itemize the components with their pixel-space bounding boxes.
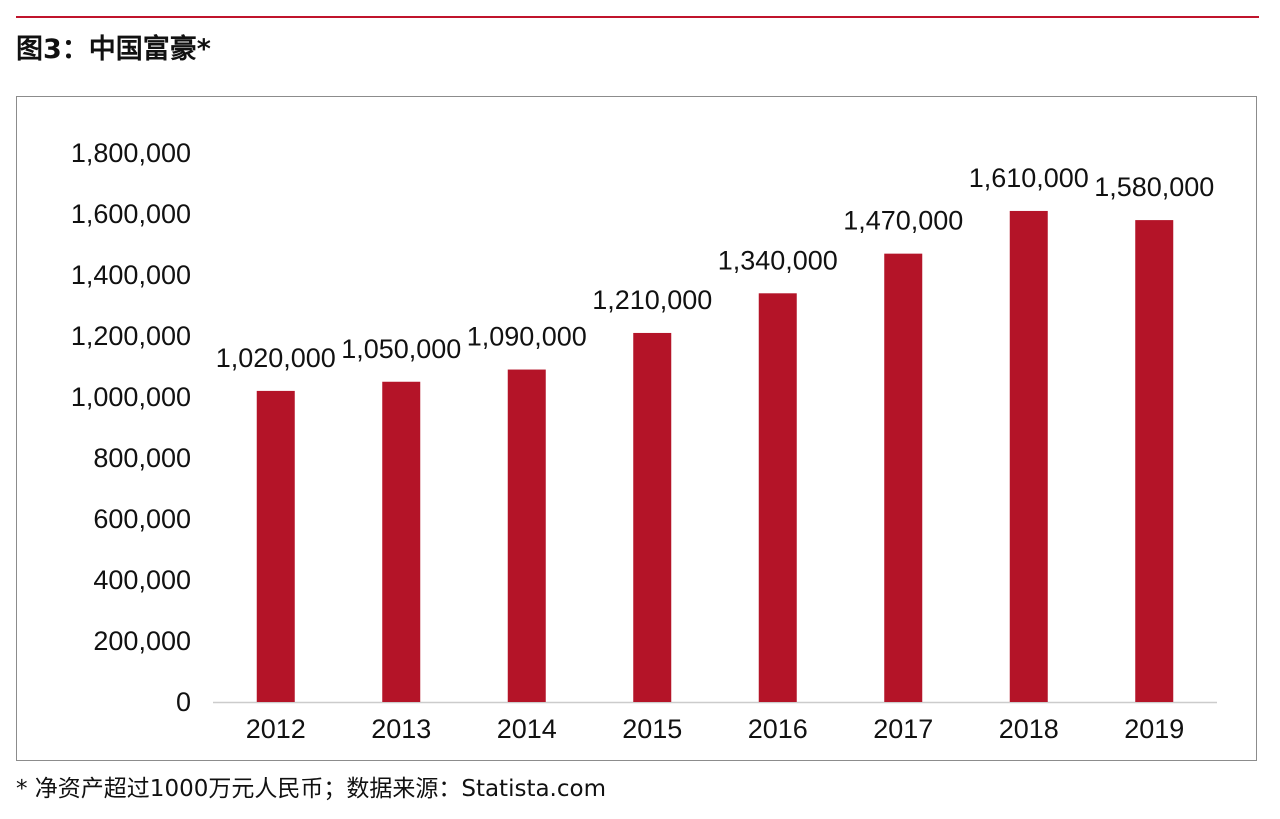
- bar: [1009, 210, 1048, 702]
- y-tick-label: 1,400,000: [71, 260, 191, 290]
- x-tick-label: 2018: [999, 714, 1059, 744]
- top-divider: [16, 16, 1259, 18]
- x-tick-label: 2015: [622, 714, 682, 744]
- bars: [256, 210, 1174, 702]
- bar-chart: 0 200,000 400,000 600,000 800,000 1,000,000 1,…: [71, 138, 1217, 744]
- y-tick-label: 200,000: [93, 626, 191, 656]
- y-tick-label: 1,200,000: [71, 321, 191, 351]
- figure-title: 图3：中国富豪*: [16, 34, 211, 65]
- bar: [382, 381, 421, 702]
- x-tick-label: 2017: [873, 714, 933, 744]
- x-axis-ticks: 2012 2013 2014 2015 2016 2017 2018 2019: [246, 714, 1185, 744]
- bar: [633, 332, 672, 702]
- y-tick-label: 1,000,000: [71, 382, 191, 412]
- chart-frame: 0 200,000 400,000 600,000 800,000 1,000,000 1,…: [16, 96, 1257, 761]
- data-label: 1,580,000: [1094, 172, 1214, 202]
- bar: [1135, 220, 1174, 702]
- x-tick-label: 2014: [497, 714, 557, 744]
- y-axis-ticks: 0 200,000 400,000 600,000 800,000 1,000,000 1,…: [71, 138, 191, 717]
- x-tick-label: 2019: [1124, 714, 1184, 744]
- bar: [256, 390, 295, 702]
- data-label: 1,610,000: [969, 163, 1089, 193]
- bar: [758, 293, 797, 702]
- x-tick-label: 2013: [371, 714, 431, 744]
- x-tick-label: 2016: [748, 714, 808, 744]
- data-label: 1,470,000: [843, 206, 963, 236]
- y-tick-label: 1,800,000: [71, 138, 191, 168]
- data-label: 1,340,000: [718, 245, 838, 275]
- data-labels: 1,020,000 1,050,000 1,090,0001,210,0001,34…: [216, 163, 1215, 373]
- footnote: * 净资产超过1000万元人民币；数据来源：Statista.com: [16, 776, 606, 802]
- y-tick-label: 1,600,000: [71, 199, 191, 229]
- data-label: 1,090,000: [467, 322, 587, 352]
- bar: [507, 369, 546, 702]
- data-label: 1,020,000: [216, 343, 336, 373]
- x-tick-label: 2012: [246, 714, 306, 744]
- data-label: 1,210,000: [592, 285, 712, 315]
- y-tick-label: 400,000: [93, 565, 191, 595]
- y-tick-label: 800,000: [93, 443, 191, 473]
- data-label: 1,050,000: [341, 334, 461, 364]
- bar: [884, 253, 923, 702]
- y-tick-label: 0: [176, 687, 191, 717]
- y-tick-label: 600,000: [93, 504, 191, 534]
